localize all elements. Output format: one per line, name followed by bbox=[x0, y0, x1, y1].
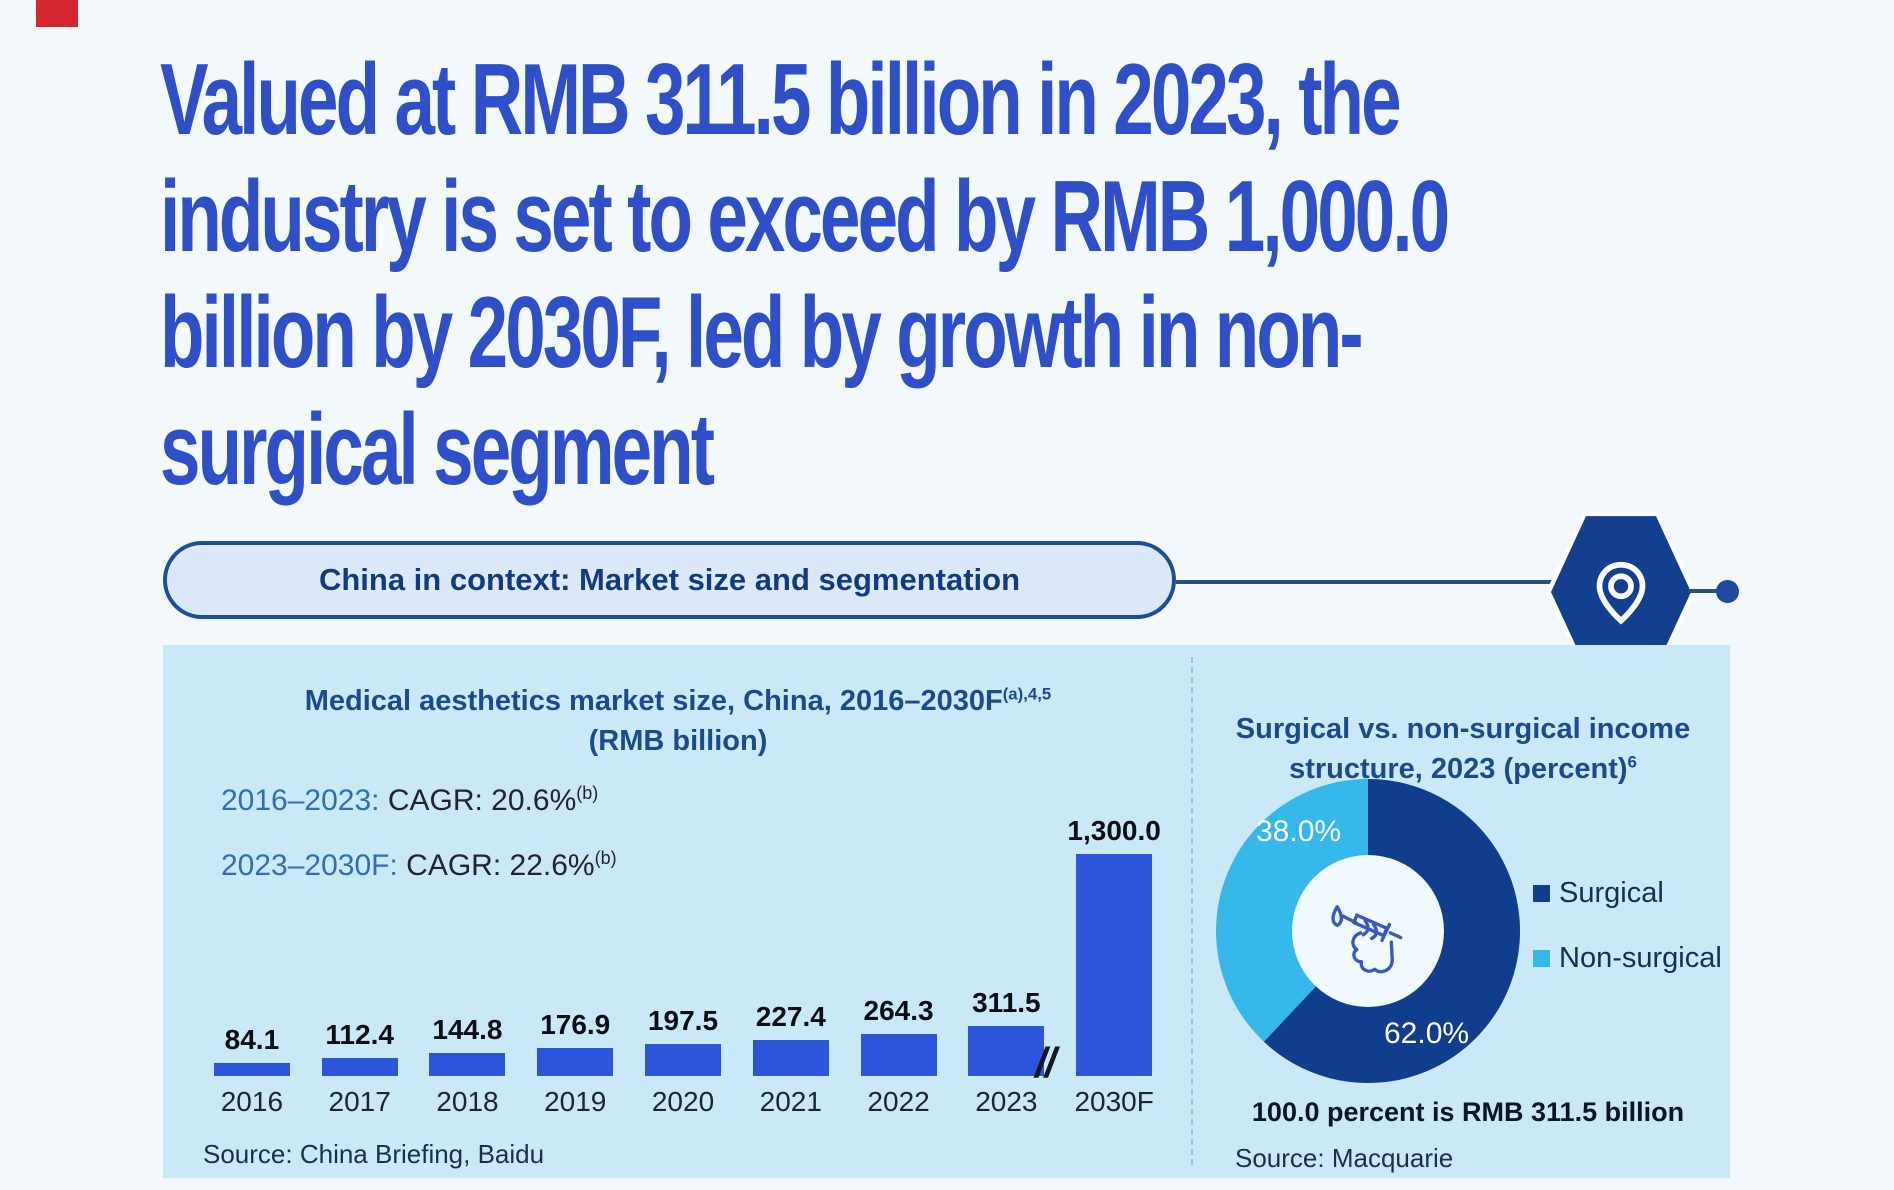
x-axis-label-2030F: 2030F bbox=[1074, 1086, 1154, 1117]
donut-caption: 100.0 percent is RMB 311.5 billion bbox=[1251, 1097, 1685, 1127]
section-banner-label: China in context: Market size and segmen… bbox=[318, 562, 1021, 597]
bar-chart-title-superscript: (a),4,5 bbox=[1002, 684, 1052, 704]
corner-marker bbox=[36, 0, 78, 27]
bar-value-label: 264.3 bbox=[863, 995, 934, 1026]
cagr-2-superscript: (b) bbox=[594, 848, 617, 868]
cagr-2-range: 2023–2030F: bbox=[221, 849, 398, 882]
axis-break-symbol: // bbox=[1035, 1039, 1056, 1086]
bar-chart-subtitle: (RMB billion) bbox=[588, 725, 768, 758]
connector-line-short bbox=[1688, 589, 1720, 593]
bar-chart: 84.1 112.4 144.8 176.9 197.5 227.4 264.3 311.5 1… bbox=[198, 805, 1168, 1076]
location-pin-icon bbox=[1596, 561, 1646, 625]
bar-chart-x-axis: 2016 2017 2018 2019 2020 2021 2022 2023 2030F bbox=[198, 1086, 1168, 1118]
bar-chart-source: Source: China Briefing, Baidu bbox=[203, 1139, 545, 1169]
legend-swatch bbox=[1533, 885, 1550, 902]
hexagon-badge bbox=[1551, 516, 1691, 668]
legend-item-surgical: Surgical bbox=[1533, 877, 1722, 910]
connector-end-dot bbox=[1716, 580, 1739, 603]
legend-label: Surgical bbox=[1559, 877, 1664, 909]
donut-label-non-surgical: 38.0% bbox=[1256, 815, 1342, 848]
legend-item-non-surgical: Non-surgical bbox=[1533, 942, 1722, 975]
bar-rect bbox=[968, 1026, 1045, 1076]
bar-2030F: 1,300.0 bbox=[1060, 805, 1168, 1076]
bar-2021: 227.4 bbox=[737, 805, 845, 1076]
bar-rect bbox=[645, 1044, 722, 1076]
bar-2019: 176.9 bbox=[521, 805, 629, 1076]
bar-rect bbox=[537, 1048, 614, 1076]
cagr-1-value: CAGR: 20.6% bbox=[379, 784, 577, 817]
donut-chart-title-superscript: 6 bbox=[1627, 752, 1637, 772]
bar-rect bbox=[429, 1053, 506, 1076]
bar-rect bbox=[860, 1034, 937, 1076]
bar-value-label: 144.8 bbox=[432, 1014, 503, 1045]
legend-swatch bbox=[1533, 950, 1550, 967]
connector-line bbox=[1176, 580, 1555, 584]
bar-chart-title: Medical aesthetics market size, China, 2… bbox=[243, 681, 1113, 761]
bar-chart-title-text: Medical aesthetics market size, China, 2… bbox=[304, 685, 1003, 717]
cagr-2-value: CAGR: 22.6% bbox=[397, 849, 595, 882]
charts-panel: Medical aesthetics market size, China, 2… bbox=[163, 645, 1730, 1178]
donut-label-surgical: 62.0% bbox=[1384, 1017, 1470, 1050]
x-axis-label-2022: 2022 bbox=[867, 1086, 930, 1117]
cagr-1-superscript: (b) bbox=[576, 783, 599, 803]
bar-value-label: 84.1 bbox=[224, 1024, 280, 1055]
bar-2018: 144.8 bbox=[414, 805, 522, 1076]
bar-value-label: 176.9 bbox=[540, 1009, 611, 1040]
x-axis-label-2018: 2018 bbox=[436, 1086, 499, 1117]
syringe-hand-icon bbox=[1331, 905, 1403, 974]
x-axis-label-2023: 2023 bbox=[975, 1086, 1038, 1117]
bar-rect bbox=[213, 1063, 290, 1076]
donut-chart: 38.0% 62.0% bbox=[1208, 771, 1528, 1091]
x-axis-label-2019: 2019 bbox=[544, 1086, 607, 1117]
bar-value-label: 112.4 bbox=[325, 1019, 394, 1050]
cagr-annotation-2: 2023–2030F: CAGR: 22.6%(b) bbox=[221, 848, 617, 883]
bar-2017: 112.4 bbox=[306, 805, 414, 1076]
x-axis-label-2016: 2016 bbox=[220, 1086, 284, 1117]
donut-source: Source: Macquarie bbox=[1235, 1143, 1454, 1173]
bar-rect bbox=[321, 1058, 398, 1076]
x-axis-label-2020: 2020 bbox=[651, 1086, 715, 1117]
bar-value-label: 227.4 bbox=[755, 1001, 826, 1032]
page-title: Valued at RMB 311.5 billion in 2023, the… bbox=[160, 44, 1450, 506]
bar-2023: 311.5 bbox=[952, 805, 1060, 1076]
cagr-1-range: 2016–2023: bbox=[221, 784, 380, 817]
bar-rect bbox=[1076, 854, 1153, 1076]
section-banner: China in context: Market size and segmen… bbox=[163, 541, 1176, 619]
bar-value-label: 311.5 bbox=[972, 987, 1041, 1018]
bar-2020: 197.5 bbox=[629, 805, 737, 1076]
cagr-annotation-1: 2016–2023: CAGR: 20.6%(b) bbox=[221, 783, 598, 818]
x-axis-label-2021: 2021 bbox=[759, 1086, 822, 1117]
donut-legend: Surgical Non-surgical bbox=[1533, 877, 1722, 1007]
bar-value-label: 1,300.0 bbox=[1067, 815, 1161, 846]
bar-2022: 264.3 bbox=[845, 805, 953, 1076]
x-axis-label-2017: 2017 bbox=[328, 1086, 391, 1117]
bar-rect bbox=[752, 1040, 829, 1076]
bar-2016: 84.1 bbox=[198, 805, 306, 1076]
legend-label: Non-surgical bbox=[1559, 942, 1722, 974]
panel-divider bbox=[1191, 657, 1193, 1165]
bar-value-label: 197.5 bbox=[647, 1005, 719, 1036]
